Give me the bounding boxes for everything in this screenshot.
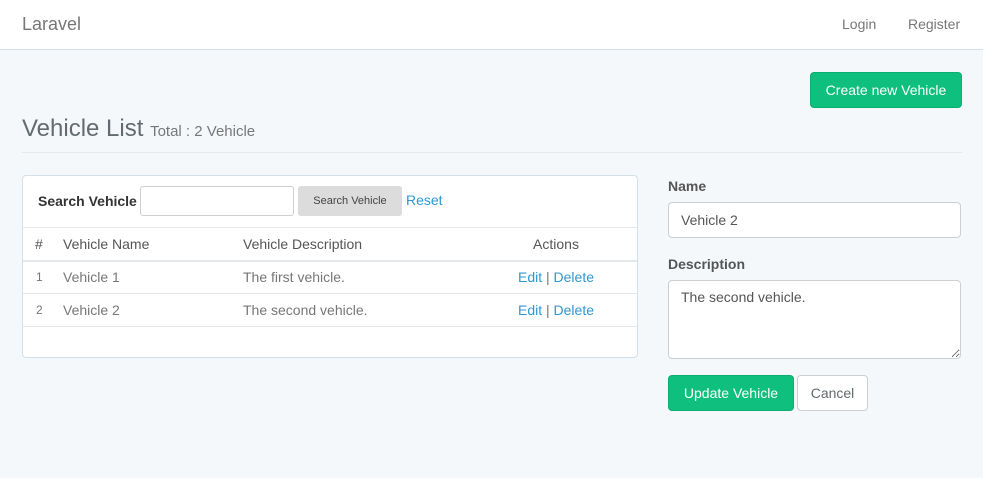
update-vehicle-button[interactable]: Update Vehicle [668,375,794,411]
create-vehicle-button[interactable]: Create new Vehicle [810,72,962,108]
name-input[interactable] [668,202,961,238]
delete-link[interactable]: Delete [553,302,594,318]
page-title: Vehicle List Total : 2 Vehicle [22,115,255,143]
reset-link[interactable]: Reset [406,192,443,208]
row-description: The first vehicle. [235,260,475,294]
row-name: Vehicle 1 [55,260,235,294]
delete-link[interactable]: Delete [553,269,594,286]
col-name: Vehicle Name [55,227,235,262]
brand-link[interactable]: Laravel [22,14,82,34]
search-label: Search Vehicle [38,193,137,209]
cancel-button[interactable]: Cancel [797,375,868,411]
separator: | [546,269,550,286]
edit-link[interactable]: Edit [517,269,543,286]
row-actions: Edit | Delete [475,293,637,327]
col-description: Vehicle Description [235,227,475,262]
register-link[interactable]: Register [908,16,961,32]
edit-link[interactable]: Edit [517,302,543,318]
name-label: Name [668,178,707,194]
title-text: Vehicle List [22,115,144,142]
row-description: The second vehicle. [235,293,475,327]
login-link[interactable]: Login [842,16,877,32]
description-label: Description [668,256,746,272]
table-row: 1 Vehicle 1 The first vehicle. Edit | De… [23,260,637,294]
col-number: # [23,227,55,262]
divider [22,152,962,153]
search-button[interactable]: Search Vehicle [298,186,402,216]
total-count: Total : 2 Vehicle [150,123,256,140]
search-input[interactable] [140,186,294,216]
row-actions: Edit | Delete [475,260,637,294]
separator: | [546,302,550,318]
row-number: 2 [23,293,55,327]
row-name: Vehicle 2 [55,293,235,327]
col-actions: Actions [475,227,637,262]
row-number: 1 [23,260,55,294]
table-row: 2 Vehicle 2 The second vehicle. Edit | D… [23,293,637,327]
vehicle-table: # Vehicle Name Vehicle Description Actio… [23,227,637,360]
vehicle-list-panel: Search Vehicle Search Vehicle Reset # Ve… [22,175,638,360]
description-textarea[interactable]: The second vehicle. [668,280,961,359]
navbar: Laravel Login Register [0,0,983,50]
